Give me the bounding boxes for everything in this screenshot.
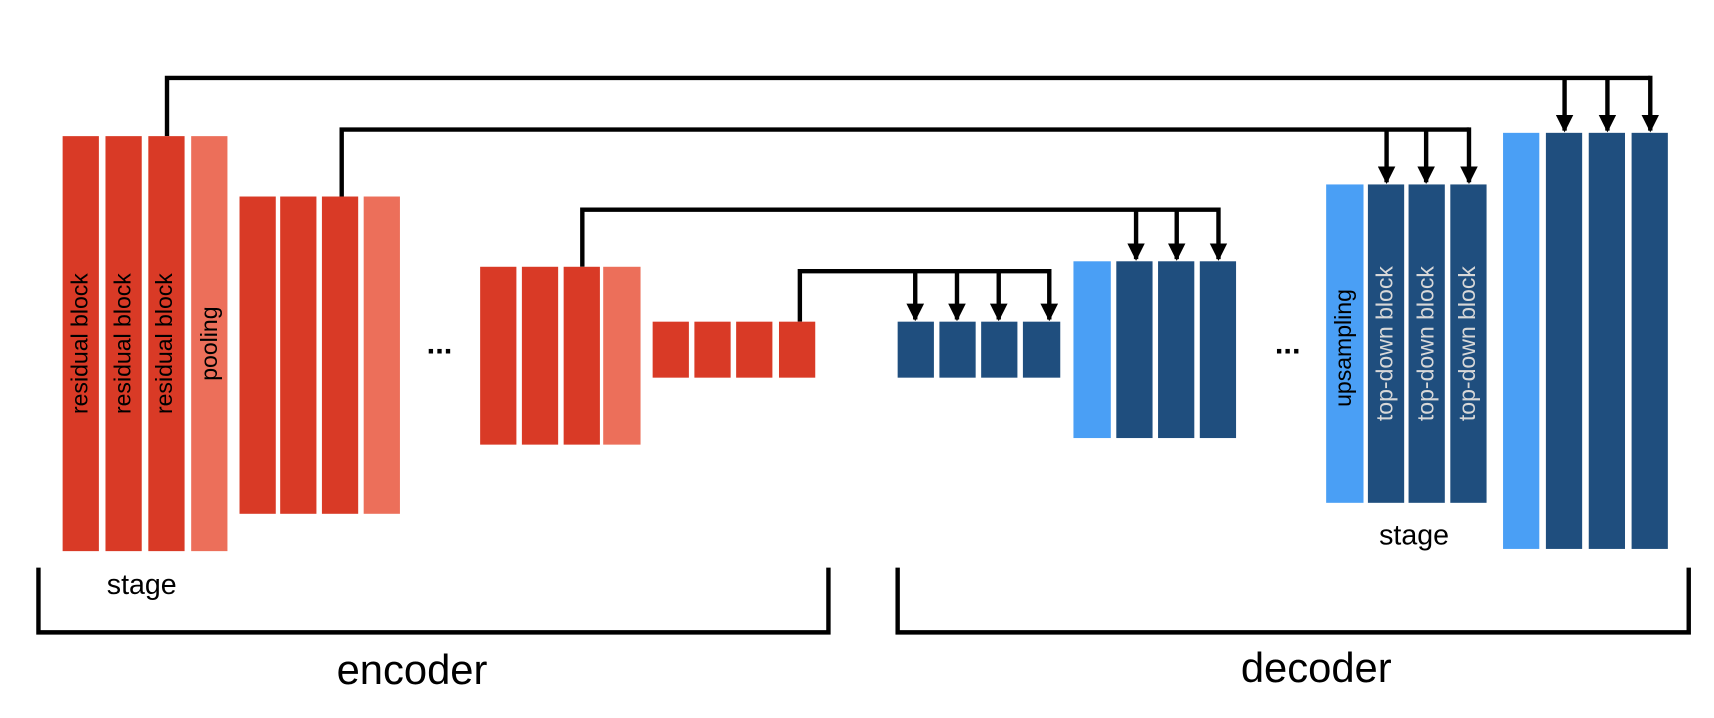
stage-label: stage xyxy=(107,569,177,601)
block-label: residual block xyxy=(151,273,177,414)
block-label: upsampling xyxy=(1330,289,1356,407)
decoder-label: decoder xyxy=(1241,644,1392,691)
block-label: pooling xyxy=(196,306,222,380)
encoder-blocks xyxy=(62,136,816,552)
block-label: residual block xyxy=(109,273,135,414)
decoder-blocks xyxy=(897,132,1668,549)
block-label: top-down block xyxy=(1412,266,1438,421)
skip-connections xyxy=(164,75,1660,322)
block-labels: residual block residual block residual b… xyxy=(66,266,1480,421)
encoder-label: encoder xyxy=(337,646,488,693)
ellipsis: ... xyxy=(427,326,453,361)
stage-label: stage xyxy=(1379,520,1449,552)
block-label: top-down block xyxy=(1372,266,1398,421)
ellipsis: ... xyxy=(1275,326,1301,361)
decoder-bracket xyxy=(895,567,1691,635)
block-label: top-down block xyxy=(1454,266,1480,421)
block-label: residual block xyxy=(66,273,92,414)
encoder-bracket xyxy=(36,567,831,635)
